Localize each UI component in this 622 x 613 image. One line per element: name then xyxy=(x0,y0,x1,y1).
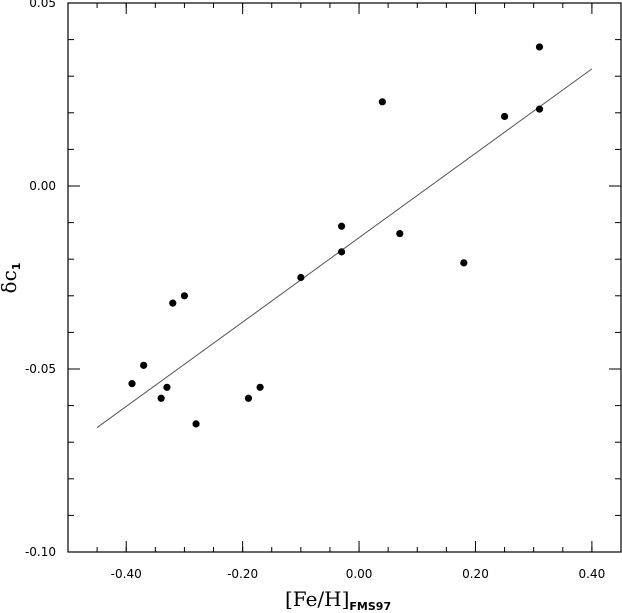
x-axis-title: [Fe/H]FMS97 xyxy=(285,587,391,613)
x-axis-title-main: [Fe/H] xyxy=(285,587,349,611)
y-axis-title-main: δc xyxy=(0,270,21,293)
tick-marks xyxy=(67,2,622,553)
y-tick-label: -0.10 xyxy=(25,545,56,559)
data-point xyxy=(180,292,189,300)
x-axis-title-sub: FMS97 xyxy=(349,600,391,613)
data-point xyxy=(297,273,305,282)
data-point xyxy=(140,361,148,369)
data-point xyxy=(460,259,468,267)
data-point xyxy=(500,112,509,121)
data-point xyxy=(157,394,165,402)
data-point xyxy=(396,229,404,238)
x-tick-label: 0.00 xyxy=(346,567,373,581)
data-point xyxy=(378,98,386,106)
tick-labels: -0.40 -0.20 0.00 0.20 0.40 -0.10 -0.05 0.00 0.05 xyxy=(25,0,605,581)
data-point xyxy=(256,383,264,391)
data-point xyxy=(337,248,346,256)
data-point xyxy=(337,222,346,230)
data-point xyxy=(163,383,171,391)
data-point xyxy=(128,380,136,388)
plot-frame xyxy=(67,2,622,553)
fit-line xyxy=(96,68,593,428)
x-tick-label: -0.40 xyxy=(111,567,142,581)
data-point xyxy=(244,394,253,402)
data-point xyxy=(535,105,544,113)
y-tick-label: 0.00 xyxy=(29,179,56,193)
data-point xyxy=(169,299,177,307)
y-tick-label: -0.05 xyxy=(25,362,56,376)
y-axis-title: δc1 xyxy=(0,263,23,294)
data-point xyxy=(535,43,544,51)
x-tick-label: 0.40 xyxy=(579,567,606,581)
y-tick-label: 0.05 xyxy=(29,0,56,10)
x-tick-label: -0.20 xyxy=(227,567,258,581)
y-axis-title-sub: 1 xyxy=(10,263,23,271)
x-tick-label: 0.20 xyxy=(462,567,489,581)
data-point xyxy=(192,420,200,428)
data-points xyxy=(128,43,544,428)
